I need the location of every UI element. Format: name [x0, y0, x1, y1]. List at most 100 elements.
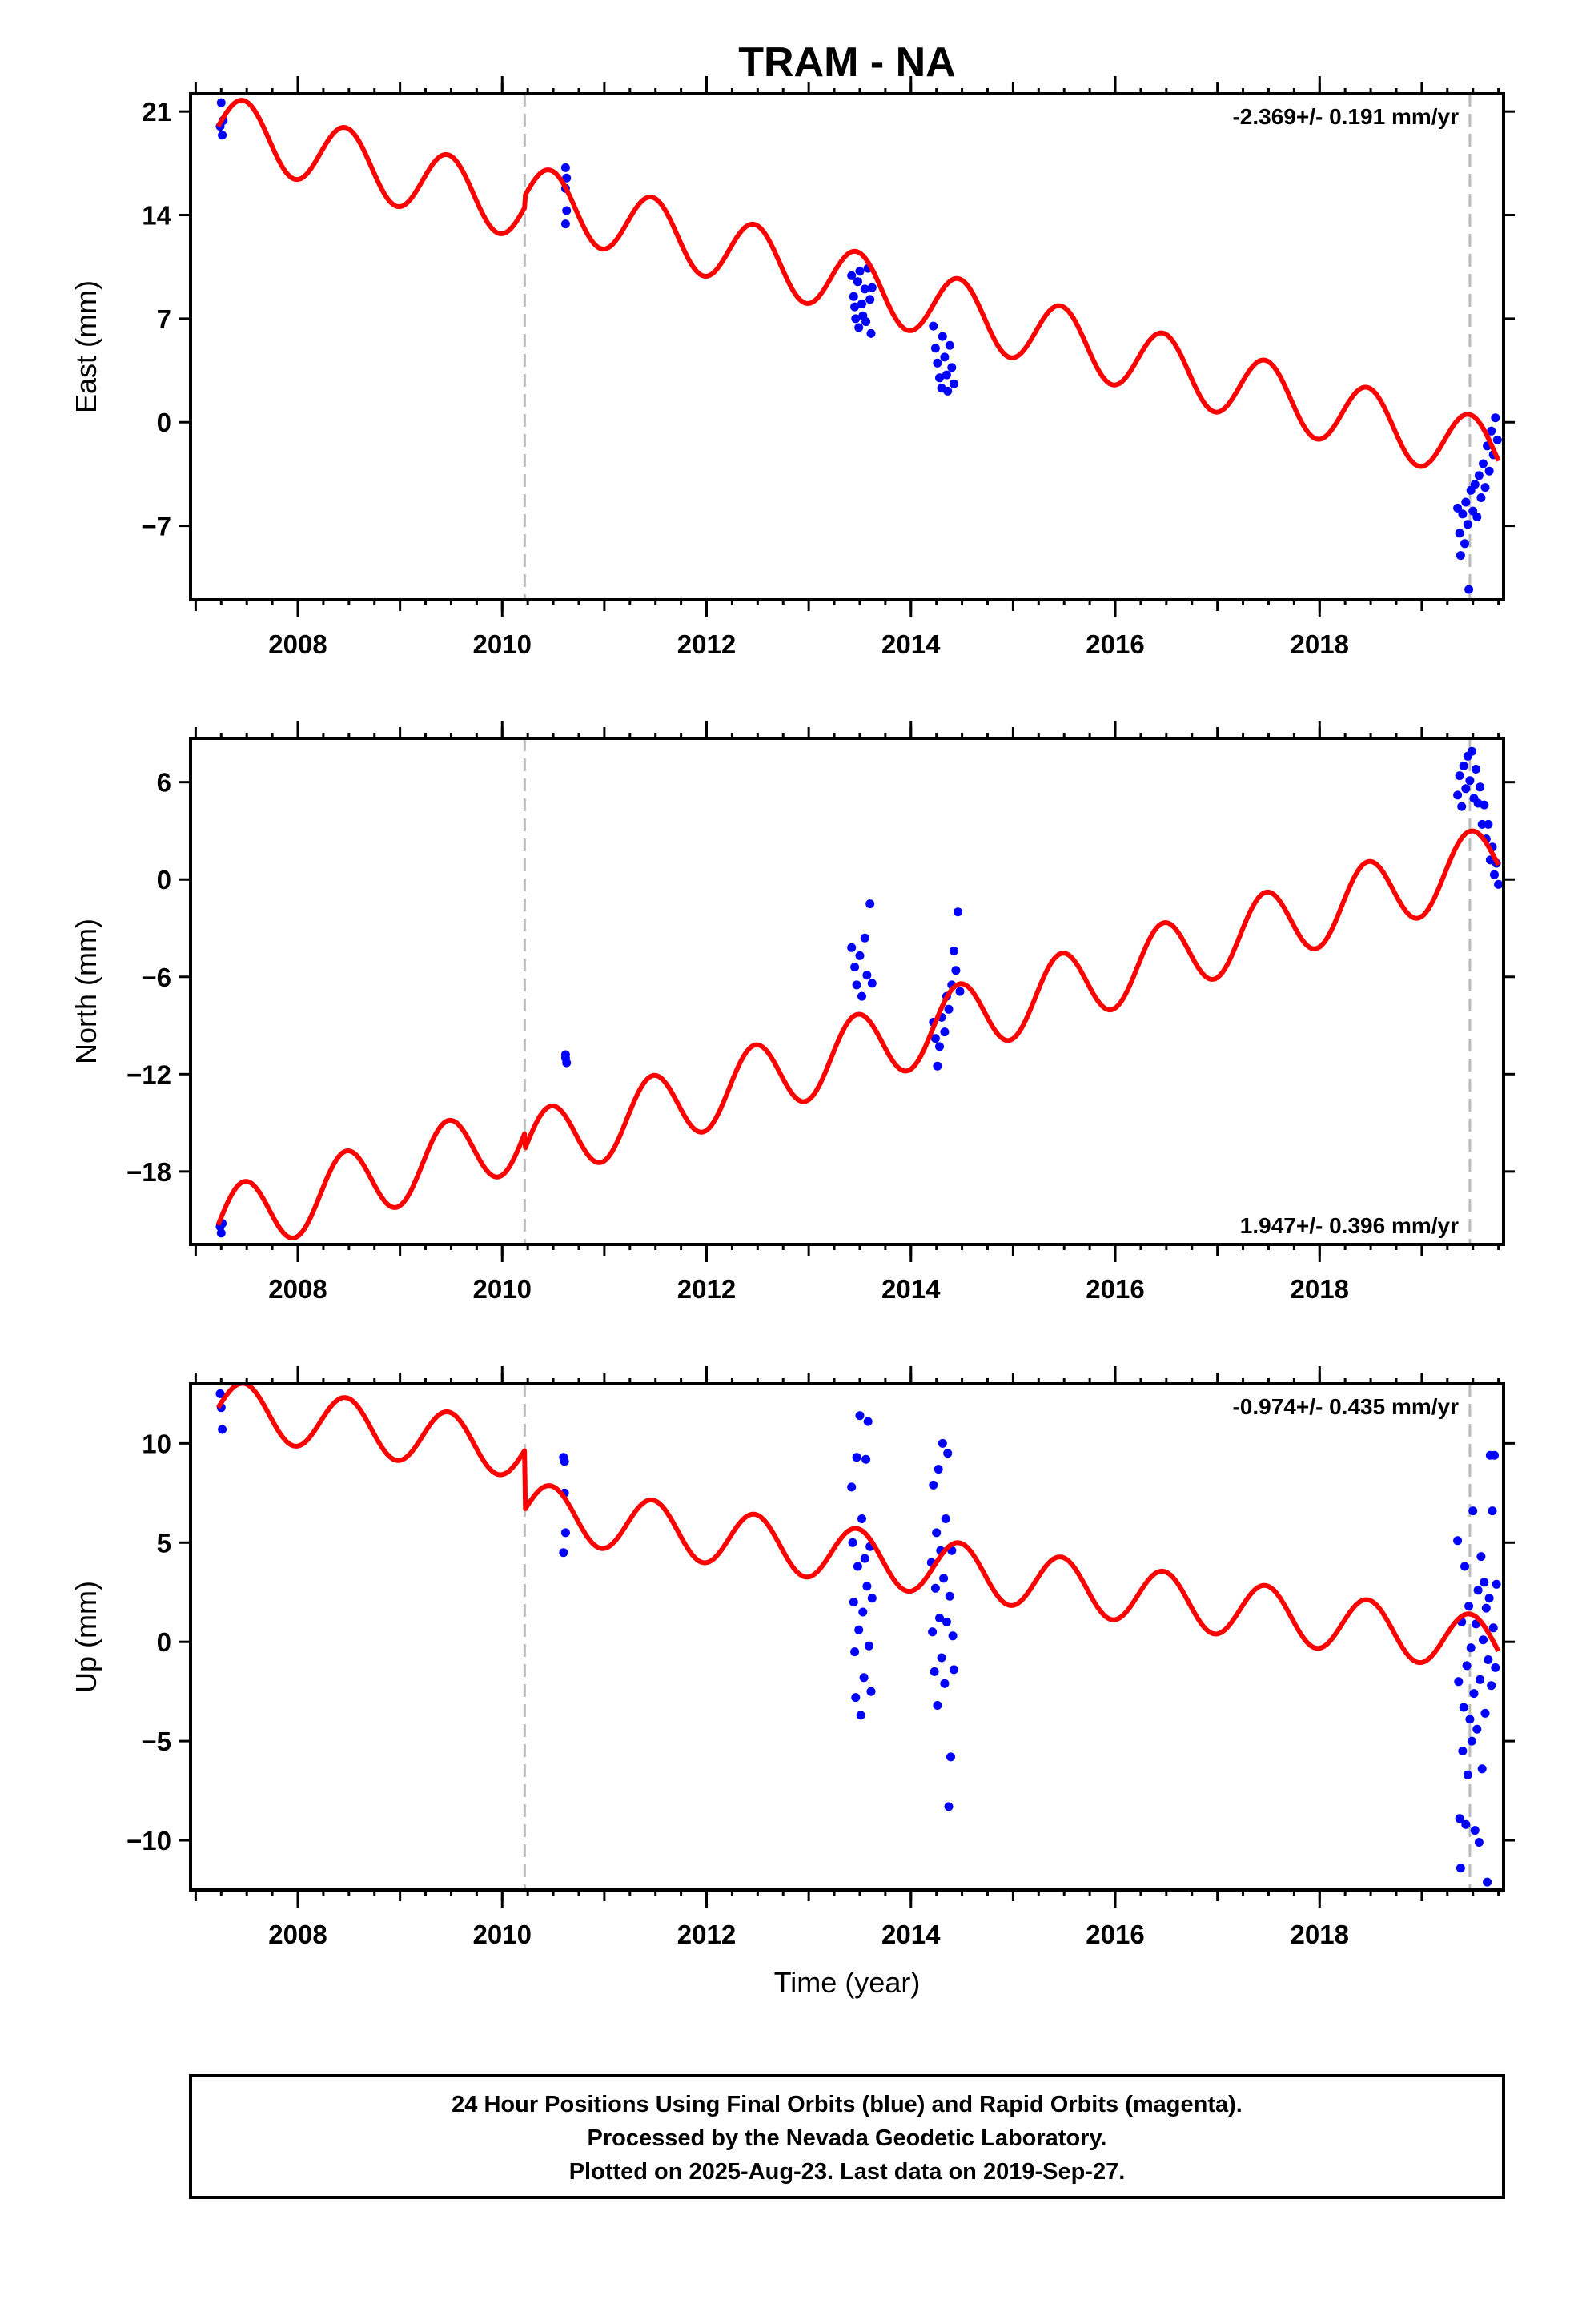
up-data-point-87 — [1488, 1623, 1498, 1633]
up-data-point-62 — [1463, 1770, 1472, 1779]
up-data-point-52 — [1453, 1536, 1463, 1546]
up-data-point-85 — [1487, 1681, 1496, 1691]
up-xtick-label: 2010 — [473, 1920, 532, 1949]
north-ytick-label: −6 — [141, 963, 171, 992]
up-data-point-22 — [861, 1454, 871, 1464]
up-data-point-47 — [945, 1591, 954, 1601]
up-data-point-73 — [1474, 1838, 1484, 1847]
up-data-point-39 — [937, 1653, 946, 1663]
east-data-point-7 — [562, 206, 572, 215]
up-data-point-76 — [1477, 1764, 1487, 1774]
north-data-point-5 — [560, 1053, 570, 1063]
north-xtick-label: 2016 — [1086, 1274, 1144, 1304]
chart-title: TRAM - NA — [738, 39, 956, 86]
up-data-point-41 — [939, 1574, 949, 1583]
up-data-point-48 — [946, 1752, 955, 1762]
north-data-point-32 — [1461, 784, 1471, 794]
east-data-point-2 — [218, 131, 227, 140]
east-data-point-16 — [857, 299, 866, 308]
east-data-points — [215, 98, 1502, 594]
east-data-point-37 — [1455, 529, 1464, 538]
up-data-point-10 — [849, 1598, 858, 1607]
up-panel: −10 −5 0 5 10 2008 2010 2012 2014 2016 2018 Up (mm)… — [70, 1366, 1515, 1949]
up-data-points — [215, 1389, 1501, 1887]
up-data-point-72 — [1473, 1586, 1483, 1595]
north-data-point-31 — [1459, 761, 1468, 770]
north-data-point-13 — [865, 899, 875, 909]
north-data-point-10 — [857, 991, 866, 1001]
up-data-point-8 — [847, 1482, 857, 1492]
up-data-point-61 — [1462, 1661, 1472, 1671]
footer-box — [189, 2074, 1505, 2199]
east-data-point-42 — [1463, 520, 1472, 529]
up-data-point-89 — [1491, 1663, 1500, 1672]
east-data-point-19 — [861, 317, 871, 327]
east-data-point-14 — [854, 323, 864, 332]
north-ytick-label: 6 — [157, 768, 171, 798]
up-data-point-71 — [1472, 1724, 1482, 1734]
up-data-point-11 — [850, 1647, 860, 1657]
east-data-point-39 — [1458, 509, 1468, 519]
east-data-point-23 — [867, 283, 877, 292]
up-data-point-17 — [856, 1711, 865, 1720]
east-data-point-51 — [1480, 483, 1490, 493]
up-data-point-50 — [948, 1631, 958, 1641]
east-data-point-54 — [1487, 426, 1496, 436]
up-data-point-86 — [1488, 1506, 1497, 1516]
east-data-point-18 — [860, 284, 869, 294]
east-ytick-label: 21 — [142, 97, 171, 127]
up-ytick-label: −5 — [141, 1727, 171, 1756]
north-data-point-48 — [1494, 879, 1504, 889]
north-model-curve — [215, 828, 1501, 1240]
up-data-point-58 — [1459, 1703, 1468, 1712]
north-data-point-22 — [944, 1004, 954, 1014]
up-data-point-7 — [560, 1457, 569, 1466]
up-data-point-60 — [1461, 1819, 1471, 1829]
east-data-point-53 — [1484, 466, 1494, 476]
east-data-point-38 — [1456, 551, 1465, 561]
up-data-point-45 — [943, 1449, 953, 1458]
x-axis-label: Time (year) — [774, 1966, 921, 1999]
east-data-point-1 — [216, 98, 226, 107]
up-data-point-13 — [852, 1453, 861, 1462]
footer-line-1: 24 Hour Positions Using Final Orbits (bl… — [452, 2092, 1243, 2117]
north-data-point-18 — [935, 1042, 944, 1051]
up-data-point-30 — [928, 1627, 938, 1637]
north-ytick-label: −18 — [126, 1157, 171, 1187]
east-data-point-15 — [855, 267, 865, 276]
east-data-point-5 — [562, 173, 572, 183]
east-data-point-56 — [1491, 413, 1500, 423]
east-xtick-label: 2012 — [677, 629, 736, 659]
up-data-point-6 — [559, 1548, 568, 1558]
north-data-point-41 — [1480, 800, 1489, 810]
north-data-point-30 — [1457, 802, 1467, 811]
up-data-point-43 — [941, 1514, 950, 1523]
north-plot-frame — [189, 737, 1505, 1246]
north-data-point-40 — [1477, 819, 1487, 829]
north-data-point-26 — [954, 907, 962, 917]
up-data-point-36 — [934, 1465, 943, 1474]
east-ytick-label: −7 — [141, 512, 171, 541]
east-data-point-9 — [847, 271, 857, 280]
north-data-point-16 — [930, 1034, 940, 1043]
up-data-point-66 — [1467, 1736, 1476, 1746]
up-data-point-19 — [858, 1607, 868, 1617]
east-data-point-31 — [942, 370, 951, 380]
up-data-point-77 — [1479, 1635, 1488, 1645]
north-data-point-43 — [1484, 819, 1493, 829]
north-panel: −18 −12 −6 0 6 2008 2010 2012 2014 2016 2018 North … — [70, 721, 1515, 1304]
up-data-point-68 — [1469, 1689, 1479, 1699]
north-data-point-1 — [216, 1228, 226, 1238]
up-data-point-57 — [1458, 1747, 1468, 1755]
east-data-point-50 — [1479, 459, 1488, 468]
up-data-point-37 — [935, 1614, 944, 1622]
north-data-point-37 — [1472, 765, 1480, 774]
east-data-point-40 — [1460, 539, 1469, 549]
up-data-point-34 — [932, 1528, 942, 1538]
up-data-point-16 — [855, 1411, 865, 1421]
up-data-point-65 — [1466, 1643, 1476, 1653]
up-data-point-44 — [942, 1617, 951, 1626]
east-xtick-label: 2008 — [268, 629, 327, 659]
up-data-point-42 — [940, 1679, 950, 1688]
